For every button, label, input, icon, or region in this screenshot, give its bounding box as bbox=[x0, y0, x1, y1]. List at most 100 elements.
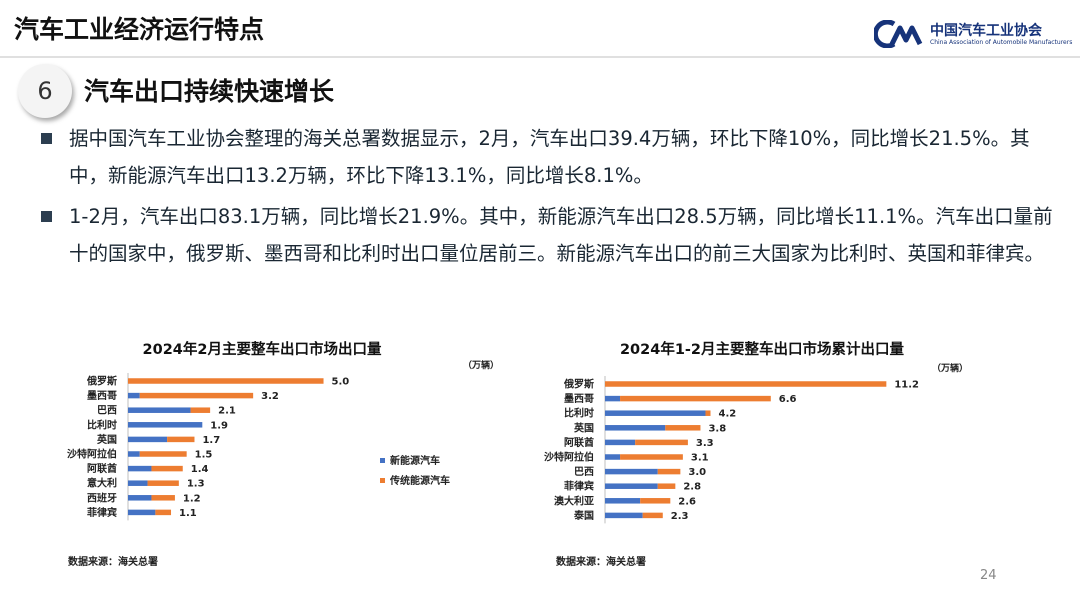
bar-segment-nev bbox=[605, 483, 658, 489]
category-label: 巴西 bbox=[97, 405, 117, 417]
bar-total-label: 1.5 bbox=[195, 450, 213, 461]
bar-total-label: 3.3 bbox=[696, 438, 714, 449]
category-label: 沙特阿拉伯 bbox=[544, 451, 594, 464]
bar-segment-nev bbox=[128, 451, 140, 457]
header-title: 汽车工业经济运行特点 bbox=[14, 15, 265, 44]
bar-segment-nev bbox=[605, 439, 636, 446]
category-label: 菲律宾 bbox=[564, 480, 594, 493]
bar-segment-ice bbox=[642, 512, 663, 519]
category-label: 沙特阿拉伯 bbox=[67, 448, 117, 461]
bar-total-label: 3.0 bbox=[688, 467, 706, 478]
bar-segment-ice bbox=[139, 451, 187, 457]
bar-total-label: 3.8 bbox=[708, 423, 726, 434]
bar-segment-nev bbox=[128, 436, 168, 443]
bar-total-label: 1.1 bbox=[179, 508, 197, 519]
category-label: 比利时 bbox=[87, 418, 117, 431]
bar-segment-ice bbox=[139, 392, 254, 399]
bar-total-label: 3.1 bbox=[691, 453, 709, 464]
legend-label: 新能源汽车 bbox=[390, 454, 440, 467]
bar-segment-ice bbox=[620, 395, 771, 402]
bar-total-label: 1.4 bbox=[191, 464, 209, 475]
chart-source: 数据来源：海关总署 bbox=[556, 555, 646, 568]
bar-segment-ice bbox=[657, 468, 681, 475]
bullet-text: 1-2月，汽车出口83.1万辆，同比增长21.9%。其中，新能源汽车出口28.5… bbox=[69, 205, 1053, 265]
chart-unit-label: （万辆） bbox=[932, 362, 968, 374]
caam-logo: 中国汽车工业协会 China Association of Automobile… bbox=[874, 18, 1074, 52]
bar-segment-ice bbox=[665, 425, 701, 431]
bar-segment-ice bbox=[147, 480, 179, 486]
bar-segment-nev bbox=[128, 480, 148, 486]
bar-segment-nev bbox=[605, 454, 621, 460]
section-title: 汽车出口持续快速增长 bbox=[84, 77, 335, 106]
bar-segment-ice bbox=[151, 495, 175, 501]
caam-logo-icon bbox=[874, 20, 923, 48]
bar-segment-nev bbox=[605, 498, 641, 504]
bullet-item: 据中国汽车工业协会整理的海关总署数据显示，2月，汽车出口39.4万辆，环比下降1… bbox=[40, 120, 1060, 194]
bar-segment-nev bbox=[605, 425, 666, 431]
bar-segment-ice bbox=[151, 465, 183, 472]
bar-segment-ice bbox=[657, 483, 676, 489]
bar-total-label: 2.6 bbox=[678, 496, 696, 507]
bar-segment-nev bbox=[605, 468, 658, 475]
bullet-text: 据中国汽车工业协会整理的海关总署数据显示，2月，汽车出口39.4万辆，环比下降1… bbox=[69, 127, 1030, 187]
legend-label: 传统能源汽车 bbox=[389, 474, 450, 487]
bar-total-label: 4.2 bbox=[719, 409, 737, 420]
category-label: 菲律宾 bbox=[87, 506, 117, 519]
bar-total-label: 1.7 bbox=[202, 435, 220, 446]
category-label: 阿联酋 bbox=[87, 462, 117, 475]
bar-segment-nev bbox=[128, 392, 140, 399]
bar-segment-ice bbox=[705, 410, 711, 416]
bar-segment-ice bbox=[605, 381, 887, 387]
bar-total-label: 2.1 bbox=[218, 406, 236, 417]
category-label: 英国 bbox=[96, 433, 117, 446]
chart-unit-label: （万辆） bbox=[463, 359, 499, 371]
legend-swatch bbox=[380, 458, 385, 463]
category-label: 意大利 bbox=[87, 477, 117, 490]
category-label: 英国 bbox=[573, 421, 594, 434]
bar-total-label: 5.0 bbox=[332, 377, 350, 388]
bar-segment-ice bbox=[640, 498, 671, 504]
bar-segment-nev bbox=[605, 410, 706, 416]
category-label: 阿联酋 bbox=[564, 436, 594, 449]
square-bullet-icon bbox=[41, 133, 52, 144]
bar-segment-nev bbox=[128, 495, 152, 501]
header-divider bbox=[0, 56, 1080, 58]
category-label: 西班牙 bbox=[87, 491, 117, 504]
bar-segment-nev bbox=[605, 512, 643, 519]
category-label: 比利时 bbox=[564, 407, 594, 420]
bar-segment-nev bbox=[605, 395, 621, 402]
chart-title: 2024年1-2月主要整车出口市场累计出口量 bbox=[620, 340, 905, 358]
bar-segment-nev bbox=[128, 407, 191, 413]
bar-segment-ice bbox=[155, 509, 172, 516]
square-bullet-icon bbox=[41, 211, 52, 222]
bar-total-label: 1.9 bbox=[210, 420, 228, 431]
section-number-badge: 6 bbox=[18, 64, 72, 118]
bar-segment-ice bbox=[635, 439, 688, 446]
category-label: 墨西哥 bbox=[87, 390, 117, 402]
bar-total-label: 2.3 bbox=[671, 511, 689, 522]
bar-total-label: 11.2 bbox=[894, 380, 919, 391]
page-number: 24 bbox=[980, 568, 997, 583]
bar-segment-ice bbox=[620, 454, 683, 460]
bar-total-label: 1.2 bbox=[183, 493, 201, 504]
chart-title: 2024年2月主要整车出口市场出口量 bbox=[143, 340, 382, 358]
bar-segment-nev bbox=[128, 465, 152, 472]
category-label: 俄罗斯 bbox=[86, 375, 117, 388]
category-label: 巴西 bbox=[574, 466, 594, 478]
bar-total-label: 2.8 bbox=[683, 482, 701, 493]
logo-text-cn: 中国汽车工业协会 bbox=[930, 23, 1042, 39]
bullet-list: 据中国汽车工业协会整理的海关总署数据显示，2月，汽车出口39.4万辆，环比下降1… bbox=[40, 120, 1060, 276]
bar-total-label: 6.6 bbox=[779, 394, 797, 405]
logo-text-en: China Association of Automobile Manufact… bbox=[930, 39, 1073, 46]
bar-segment-ice bbox=[128, 378, 324, 384]
bullet-item: 1-2月，汽车出口83.1万辆，同比增长21.9%。其中，新能源汽车出口28.5… bbox=[40, 198, 1060, 272]
chart-source: 数据来源：海关总署 bbox=[68, 555, 158, 568]
category-label: 澳大利亚 bbox=[554, 494, 594, 507]
bar-segment-nev bbox=[128, 509, 156, 516]
bar-total-label: 3.2 bbox=[261, 391, 279, 402]
bar-total-label: 1.3 bbox=[187, 479, 205, 490]
category-label: 墨西哥 bbox=[564, 393, 594, 405]
bar-segment-ice bbox=[190, 407, 211, 413]
bar-segment-nev bbox=[128, 422, 203, 428]
